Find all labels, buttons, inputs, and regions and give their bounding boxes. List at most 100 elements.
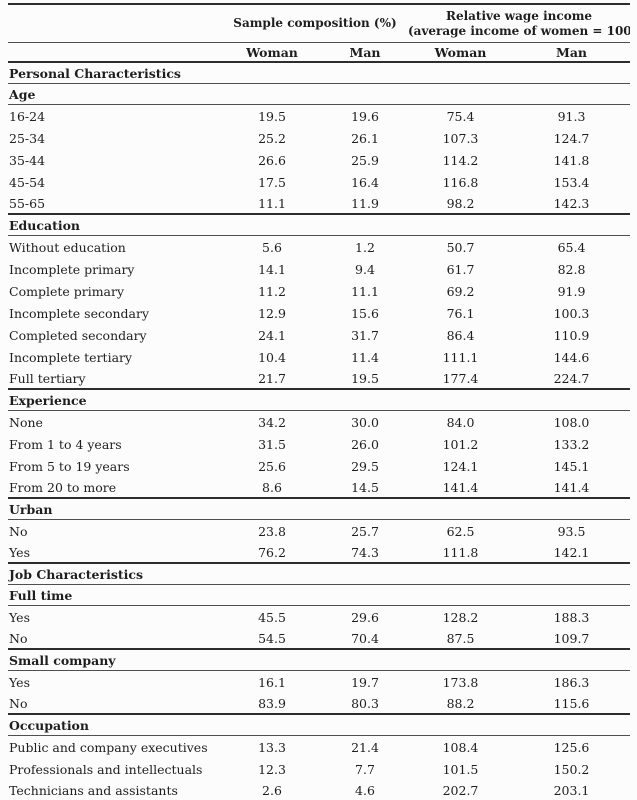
cell-value: 9.4	[355, 261, 375, 277]
section-header-row: Age	[8, 84, 630, 105]
cell-value: 111.8	[442, 544, 479, 560]
cell-value: 100.3	[553, 305, 590, 321]
cell-value: 91.9	[557, 283, 586, 299]
data-row: No 54.5 70.4 87.5 109.7	[8, 628, 630, 650]
row-label: 55-65	[9, 195, 46, 211]
cell-value: 202.7	[442, 782, 479, 798]
group-header-relative-wage: Relative wage income (average income of …	[408, 9, 630, 38]
row-label: Professionals and intellectuals	[9, 761, 203, 777]
cell-value: 142.1	[553, 544, 590, 560]
data-row: Complete primary 11.2 11.1 69.2 91.9	[8, 280, 630, 302]
cell-value: 144.6	[553, 349, 590, 365]
cell-value: 8.6	[262, 479, 282, 495]
cell-value: 19.5	[351, 370, 379, 386]
cell-value: 2.6	[262, 782, 282, 798]
row-label: Yes	[9, 674, 30, 690]
cell-value: 25.7	[351, 523, 379, 539]
cell-value: 19.7	[351, 674, 379, 690]
row-label: 16-24	[9, 108, 46, 124]
cell-value: 14.1	[258, 261, 286, 277]
data-row: Technicians and assistants 2.6 4.6 202.7 203…	[8, 780, 630, 800]
cell-value: 98.2	[446, 195, 475, 211]
cell-value: 128.2	[442, 609, 479, 625]
cell-value: 114.2	[442, 152, 479, 168]
data-row: 55-65 11.1 11.9 98.2 142.3	[8, 193, 630, 215]
column-header-woman-sample: Woman	[246, 44, 298, 60]
cell-value: 61.7	[446, 261, 475, 277]
cell-value: 15.6	[351, 305, 379, 321]
row-label: Incomplete tertiary	[9, 349, 133, 365]
data-row: Without education 5.6 1.2 50.7 65.4	[8, 236, 630, 258]
cell-value: 21.4	[351, 739, 379, 755]
cell-value: 145.1	[553, 458, 590, 474]
cell-value: 23.8	[258, 523, 286, 539]
cell-value: 25.9	[351, 152, 379, 168]
cell-value: 26.6	[258, 152, 286, 168]
cell-value: 25.2	[258, 130, 286, 146]
cell-value: 12.9	[258, 305, 286, 321]
row-label: Public and company executives	[9, 739, 208, 755]
cell-value: 26.0	[351, 436, 379, 452]
cell-value: 91.3	[557, 108, 586, 124]
data-row: From 20 to more 8.6 14.5 141.4 141.4	[8, 477, 630, 499]
cell-value: 34.2	[258, 414, 286, 430]
data-row: 45-54 17.5 16.4 116.8 153.4	[8, 171, 630, 193]
cell-value: 76.1	[446, 305, 475, 321]
section-header-row: Personal Characteristics	[8, 63, 630, 84]
cell-value: 108.4	[442, 739, 479, 755]
cell-value: 19.6	[351, 108, 379, 124]
data-row: Yes 16.1 19.7 173.8 186.3	[8, 671, 630, 693]
cell-value: 141.4	[553, 479, 590, 495]
cell-value: 30.0	[351, 414, 379, 430]
cell-value: 70.4	[351, 630, 379, 646]
cell-value: 177.4	[442, 370, 479, 386]
cell-value: 83.9	[258, 695, 286, 711]
data-row: Incomplete secondary 12.9 15.6 76.1 100.3	[8, 302, 630, 324]
row-label: Technicians and assistants	[9, 782, 178, 798]
cell-value: 62.5	[446, 523, 475, 539]
cell-value: 31.5	[258, 436, 286, 452]
cell-value: 141.4	[442, 479, 479, 495]
cell-value: 101.2	[442, 436, 479, 452]
cell-value: 224.7	[553, 370, 590, 386]
cell-value: 107.3	[442, 130, 479, 146]
column-header-woman-wage: Woman	[434, 44, 487, 60]
row-label: Small company	[9, 652, 116, 668]
cell-value: 74.3	[351, 544, 379, 560]
cell-value: 124.7	[553, 130, 590, 146]
data-row: 25-34 25.2 26.1 107.3 124.7	[8, 127, 630, 149]
cell-value: 84.0	[446, 414, 475, 430]
cell-value: 101.5	[442, 761, 479, 777]
cell-value: 186.3	[553, 674, 590, 690]
cell-value: 16.4	[351, 174, 379, 190]
cell-value: 69.2	[446, 283, 475, 299]
cell-value: 86.4	[446, 327, 475, 343]
cell-value: 88.2	[446, 695, 475, 711]
statistics-table: Sample composition (%) Relative wage inc…	[8, 3, 630, 800]
cell-value: 125.6	[553, 739, 590, 755]
cell-value: 12.3	[258, 761, 286, 777]
row-label: From 20 to more	[9, 479, 117, 495]
row-label: No	[9, 523, 28, 539]
row-label: No	[9, 695, 28, 711]
cell-value: 173.8	[442, 674, 479, 690]
row-label: From 1 to 4 years	[9, 436, 122, 452]
group-header-relative-wage-line1: Relative wage income	[445, 9, 593, 23]
cell-value: 7.7	[355, 761, 375, 777]
cell-value: 109.7	[553, 630, 590, 646]
column-header-man-sample: Man	[349, 44, 381, 60]
cell-value: 110.9	[553, 327, 590, 343]
row-label: Urban	[9, 501, 53, 517]
cell-value: 11.2	[258, 283, 286, 299]
cell-value: 80.3	[351, 695, 379, 711]
cell-value: 10.4	[258, 349, 286, 365]
section-header-row: Full time	[8, 585, 630, 606]
cell-value: 124.1	[442, 458, 479, 474]
group-header-relative-wage-line2: (average income of women = 100)	[408, 23, 630, 38]
row-label: Personal Characteristics	[9, 65, 181, 81]
cell-value: 13.3	[258, 739, 286, 755]
cell-value: 108.0	[553, 414, 590, 430]
row-label: 45-54	[9, 174, 46, 190]
cell-value: 115.6	[553, 695, 590, 711]
row-label: No	[9, 630, 28, 646]
